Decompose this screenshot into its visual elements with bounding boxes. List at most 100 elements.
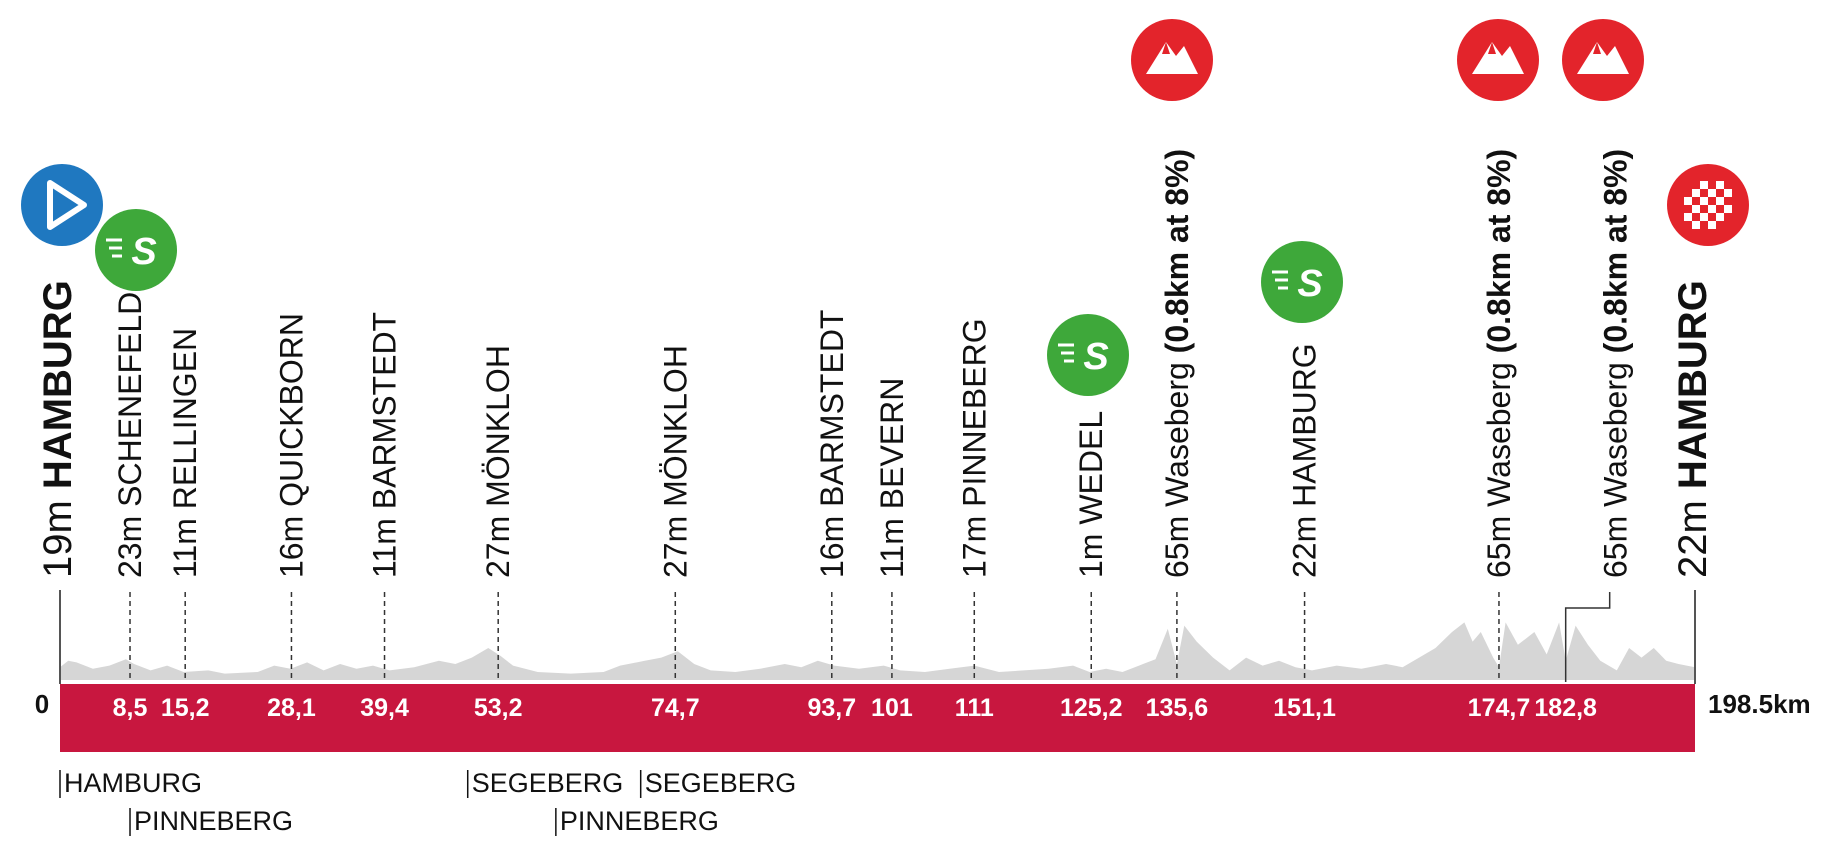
km-label: 8,5 <box>113 694 148 722</box>
place-name-text: SCHENEFELD <box>112 292 148 507</box>
elevation-text: 16m <box>273 507 309 578</box>
climb-note-text: (0.8km at 8%) <box>1159 149 1195 362</box>
mountain-glyph <box>1577 42 1629 74</box>
sprint-letter-glyph: S <box>1297 263 1322 305</box>
place-name-text: RELLINGEN <box>167 328 203 509</box>
km-label: 151,1 <box>1273 694 1336 722</box>
elevation-text: 65m <box>1481 507 1517 578</box>
offset-marker-line <box>1564 592 1611 682</box>
checker-square <box>1724 189 1732 197</box>
checker-square <box>1708 221 1716 229</box>
location-text: 27m MÖNKLOH <box>657 345 693 578</box>
place-name-text: BEVERN <box>874 378 910 510</box>
start-icon <box>21 164 103 246</box>
sprint-icon: S <box>1047 314 1129 396</box>
place-name-text: BARMSTEDT <box>814 310 850 507</box>
location-text: 65m Waseberg (0.8km at 8%) <box>1481 149 1517 578</box>
checker-square <box>1716 213 1724 221</box>
location-label: 22m HAMBURG <box>1671 280 1715 578</box>
mountain-glyph <box>1146 42 1198 74</box>
district-label: PINNEBERG <box>134 806 293 836</box>
location-label: 11m RELLINGEN <box>167 328 203 578</box>
climb-note-text: (0.8km at 8%) <box>1598 149 1634 362</box>
mountain-snow-glyph <box>1593 42 1601 54</box>
location-label: 16m BARMSTEDT <box>814 310 850 578</box>
district-labels: HAMBURG PINNEBERG SEGEBERG SEGEBERG PINNEBER… <box>59 768 797 836</box>
location-text: 22m HAMBURG <box>1671 280 1715 578</box>
sprint-icon: S <box>1261 241 1343 323</box>
district-label: PINNEBERG <box>560 806 719 836</box>
checker-square <box>1692 221 1700 229</box>
km-label: 182,8 <box>1534 694 1597 722</box>
district-label: HAMBURG <box>64 768 202 798</box>
elevation-text: 19m <box>36 489 80 578</box>
location-label: 27m MÖNKLOH <box>480 345 516 578</box>
checker-square <box>1700 181 1708 189</box>
elevation-text: 17m <box>956 507 992 578</box>
km-label: 101 <box>871 694 913 722</box>
elevation-text: 27m <box>480 507 516 578</box>
start-distance-label: 0 <box>35 689 49 719</box>
place-name-text: HAMBURG <box>1671 280 1715 489</box>
elevation-text: 16m <box>814 507 850 578</box>
sprint-icon-circle <box>1047 314 1129 396</box>
location-label: 65m Waseberg (0.8km at 8%) <box>1481 149 1517 578</box>
checker-square <box>1708 189 1716 197</box>
place-name-text: Waseberg <box>1598 362 1634 507</box>
district-label: SEGEBERG <box>472 768 624 798</box>
place-name-text: MÖNKLOH <box>480 345 516 507</box>
elevation-text: 22m <box>1287 507 1323 578</box>
elevation-text: 11m <box>367 509 403 578</box>
location-label: 65m Waseberg (0.8km at 8%) <box>1598 149 1634 578</box>
elevation-text: 22m <box>1671 489 1715 578</box>
elevation-text: 65m <box>1159 507 1195 578</box>
elevation-text: 11m <box>167 509 203 578</box>
location-label: 17m PINNEBERG <box>956 318 992 578</box>
location-label: 27m MÖNKLOH <box>657 345 693 578</box>
climb-icon <box>1131 19 1213 101</box>
location-label: 19m HAMBURG <box>36 280 80 578</box>
location-text: 11m BEVERN <box>874 378 910 578</box>
location-text: 65m Waseberg (0.8km at 8%) <box>1159 149 1195 578</box>
km-label: 15,2 <box>161 694 210 722</box>
location-text: 22m HAMBURG <box>1287 343 1323 578</box>
place-name-text: Waseberg <box>1159 362 1195 507</box>
place-name-text: PINNEBERG <box>956 318 992 506</box>
location-text: 1m WEDEL <box>1073 411 1109 578</box>
location-label: 11m BARMSTEDT <box>367 312 403 578</box>
sprint-letter-glyph: S <box>1083 336 1108 378</box>
place-name-text: Waseberg <box>1481 362 1517 507</box>
km-label: 28,1 <box>267 694 316 722</box>
km-label: 174,7 <box>1468 694 1531 722</box>
location-text: 27m MÖNKLOH <box>480 345 516 578</box>
place-name-text: HAMBURG <box>1287 343 1323 507</box>
location-label: 11m BEVERN <box>874 378 910 578</box>
elevation-text: 27m <box>657 507 693 578</box>
km-label: 53,2 <box>474 694 523 722</box>
climb-icon <box>1457 19 1539 101</box>
mountain-glyph <box>1472 42 1524 74</box>
elevation-text: 11m <box>874 509 910 578</box>
location-label: 22m HAMBURG <box>1287 343 1323 578</box>
checker-square <box>1684 197 1692 205</box>
location-label: 23m SCHENEFELD <box>112 292 148 578</box>
elevation-terrain-layer <box>60 622 1695 680</box>
waypoint-labels: 19m HAMBURG 8,5 23m SCHENEFELD 15,2 11m RELL… <box>36 149 1715 722</box>
location-text: 17m PINNEBERG <box>956 318 992 578</box>
location-label: 65m Waseberg (0.8km at 8%) <box>1159 149 1195 578</box>
place-name-text: QUICKBORN <box>273 313 309 507</box>
start-icon-circle <box>21 164 103 246</box>
climb-icon <box>1562 19 1644 101</box>
km-label: 74,7 <box>651 694 700 722</box>
location-label: 16m QUICKBORN <box>273 313 309 578</box>
location-text: 11m BARMSTEDT <box>367 312 403 578</box>
location-text: 23m SCHENEFELD <box>112 292 148 578</box>
district-label: SEGEBERG <box>645 768 797 798</box>
sprint-letter-glyph: S <box>131 231 156 273</box>
km-label: 111 <box>955 694 994 722</box>
checker-square <box>1692 189 1700 197</box>
checker-square <box>1684 213 1692 221</box>
end-distance-label: 198.5km <box>1708 689 1811 719</box>
place-name-text: BARMSTEDT <box>367 312 403 509</box>
